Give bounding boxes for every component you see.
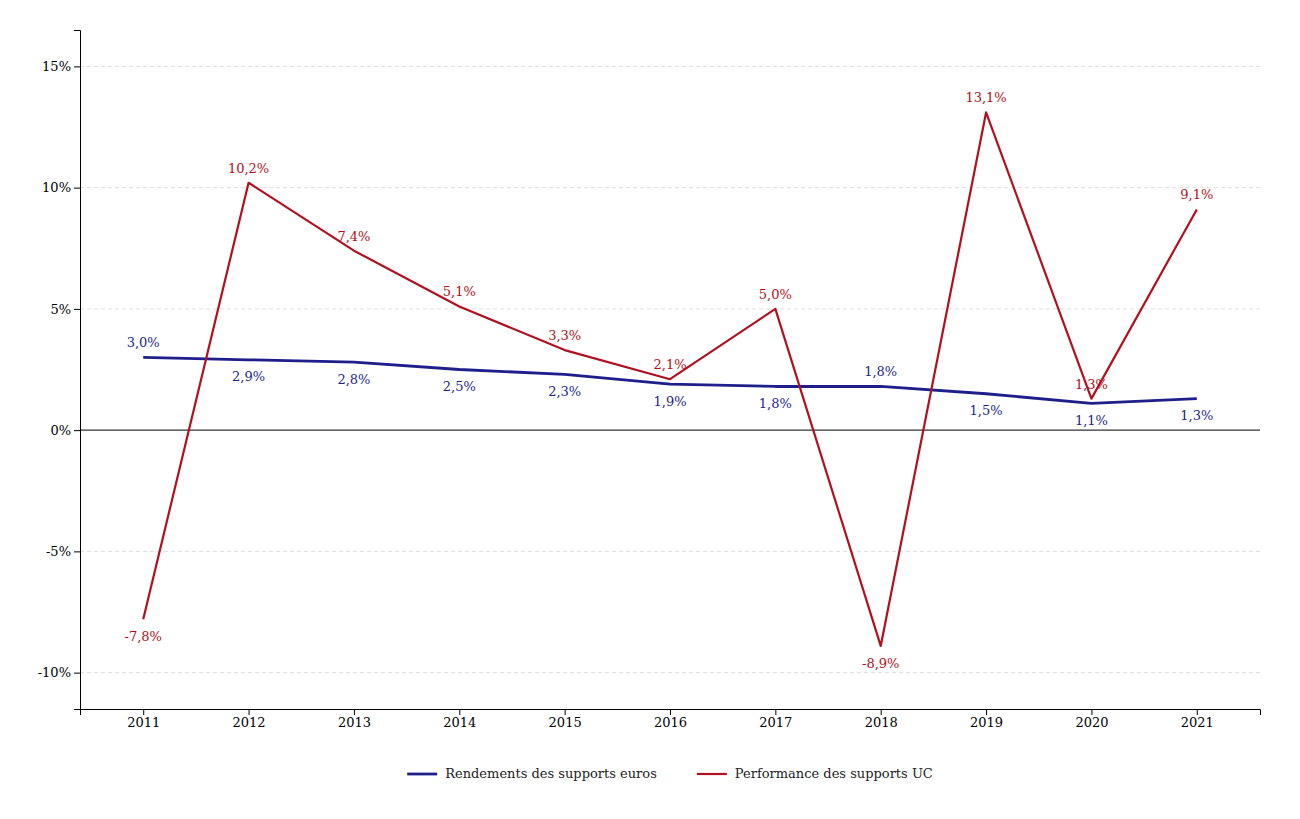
y-tick-mark xyxy=(74,551,80,552)
data-label: 10,2% xyxy=(228,161,269,176)
data-label: 3,0% xyxy=(127,335,160,350)
data-label: 2,8% xyxy=(337,372,370,387)
data-label: 9,1% xyxy=(1180,187,1213,202)
grid-line xyxy=(80,672,1260,673)
data-label: -8,9% xyxy=(862,656,899,671)
data-label: 2,5% xyxy=(443,379,476,394)
x-tick: 2014 xyxy=(443,709,476,730)
data-label: 2,3% xyxy=(548,384,581,399)
y-tick-label: -5% xyxy=(46,544,71,559)
y-tick-mark xyxy=(74,66,80,67)
data-label: 7,4% xyxy=(337,229,370,244)
data-label: 1,3% xyxy=(1180,408,1213,423)
data-label: 5,1% xyxy=(443,284,476,299)
x-tick-mark xyxy=(775,709,776,715)
y-tick: 5% xyxy=(50,302,80,317)
x-tick-mark xyxy=(249,709,250,715)
y-tick-label: 0% xyxy=(50,423,71,438)
x-tick-mark xyxy=(670,709,671,715)
x-tick: 2011 xyxy=(127,709,160,730)
x-tick: 2017 xyxy=(759,709,792,730)
data-label: 13,1% xyxy=(965,90,1006,105)
data-label: 1,1% xyxy=(1075,413,1108,428)
y-axis: -10% -5% 0% 5% 10% 15% xyxy=(38,31,81,710)
data-label: -7,8% xyxy=(125,629,162,644)
plot: 2011 2012 2013 2014 2015 2016 2017 2018 2019 2020… xyxy=(38,31,1261,731)
data-label: 2,1% xyxy=(653,357,686,372)
y-tick-mark xyxy=(74,309,80,310)
y-tick: -5% xyxy=(46,544,80,559)
data-label: 1,9% xyxy=(653,394,686,409)
data-label: 1,5% xyxy=(970,403,1003,418)
x-tick: 2013 xyxy=(338,709,371,730)
y-tick-label: 10% xyxy=(42,180,71,195)
y-tick-mark xyxy=(74,673,80,674)
data-label: 3,3% xyxy=(548,328,581,343)
x-tick-label: 2021 xyxy=(1181,715,1214,730)
x-axis-line xyxy=(81,710,1261,716)
chart: 2011 2012 2013 2014 2015 2016 2017 2018 2019 2020… xyxy=(0,0,1300,819)
data-label: 5,0% xyxy=(759,287,792,302)
y-axis-line xyxy=(74,31,81,710)
x-tick: 2015 xyxy=(549,709,582,730)
zero-line xyxy=(80,430,1260,431)
legend-label: Rendements des supports euros xyxy=(445,766,657,781)
y-tick: -10% xyxy=(38,665,80,680)
x-tick-label: 2019 xyxy=(970,715,1003,730)
data-label: 1,3% xyxy=(1075,377,1108,392)
x-tick-mark xyxy=(565,709,566,715)
x-tick-label: 2018 xyxy=(865,715,898,730)
x-tick-label: 2014 xyxy=(443,715,476,730)
y-tick-mark xyxy=(74,430,80,431)
grid-line xyxy=(80,308,1260,309)
y-tick: 10% xyxy=(42,180,80,195)
data-label: 2,9% xyxy=(232,369,265,384)
data-label: 1,8% xyxy=(759,396,792,411)
legend-item: Rendements des supports euros xyxy=(407,766,657,781)
x-tick: 2021 xyxy=(1181,709,1214,730)
grid-line xyxy=(80,66,1260,67)
lines xyxy=(143,112,1197,646)
x-tick: 2020 xyxy=(1075,709,1108,730)
x-tick-mark xyxy=(459,709,460,715)
grid xyxy=(80,66,1260,672)
x-tick-mark xyxy=(881,709,882,715)
x-tick: 2012 xyxy=(233,709,266,730)
x-tick: 2019 xyxy=(970,709,1003,730)
line xyxy=(143,112,1197,646)
x-tick-label: 2015 xyxy=(549,715,582,730)
legend-swatch xyxy=(407,773,437,776)
x-tick-label: 2012 xyxy=(233,715,266,730)
x-tick-mark xyxy=(986,709,987,715)
y-tick-label: 5% xyxy=(50,302,71,317)
y-tick: 0% xyxy=(50,423,80,438)
grid-line xyxy=(80,551,1260,552)
x-tick-label: 2016 xyxy=(654,715,687,730)
x-tick-mark xyxy=(143,709,144,715)
legend-item: Performance des supports UC xyxy=(697,766,933,781)
x-tick-label: 2013 xyxy=(338,715,371,730)
x-tick-label: 2011 xyxy=(127,715,160,730)
x-tick-mark xyxy=(354,709,355,715)
data-labels: 3,0% 2,9% 2,8% 2,5% 2,3% 1,9% 1,8% 1,8% 1,5% 1,1%… xyxy=(125,90,1214,670)
data-label: 1,8% xyxy=(864,364,897,379)
x-tick: 2016 xyxy=(654,709,687,730)
x-axis: 2011 2012 2013 2014 2015 2016 2017 2018 2019 2020… xyxy=(81,709,1261,730)
x-tick: 2018 xyxy=(865,709,898,730)
x-tick-label: 2017 xyxy=(759,715,792,730)
x-tick-label: 2020 xyxy=(1075,715,1108,730)
y-tick: 15% xyxy=(42,59,80,74)
y-tick-label: 15% xyxy=(42,59,71,74)
x-tick-mark xyxy=(1091,709,1092,715)
y-tick-mark xyxy=(74,188,80,189)
legend-swatch xyxy=(697,773,727,775)
y-tick-label: -10% xyxy=(38,665,71,680)
legend: Rendements des supports euros Performance… xyxy=(407,766,933,781)
legend-label: Performance des supports UC xyxy=(735,766,933,781)
x-tick-mark xyxy=(1197,709,1198,715)
